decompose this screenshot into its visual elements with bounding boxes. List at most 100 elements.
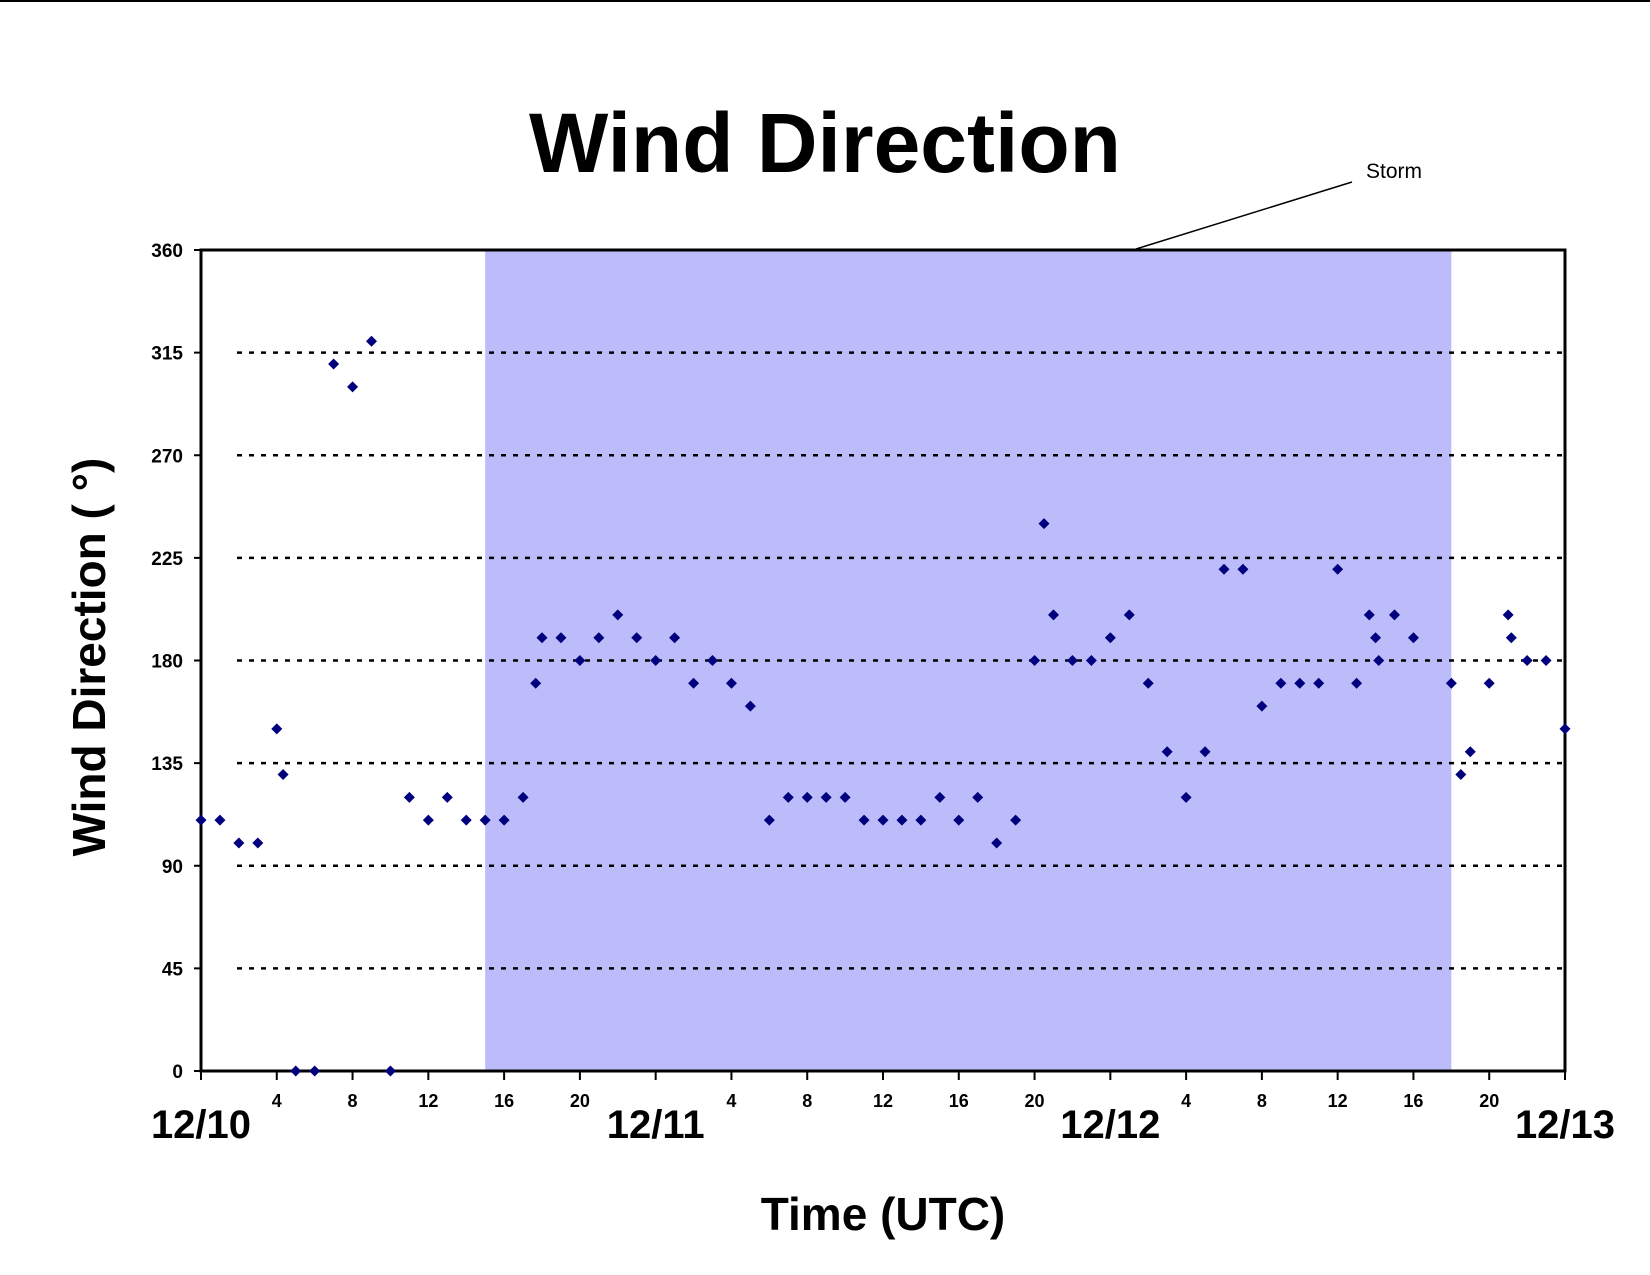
data-point — [233, 837, 245, 849]
x-tick-label: 4 — [1181, 1091, 1191, 1111]
data-point — [1180, 791, 1192, 803]
data-point — [1540, 655, 1552, 666]
chart-title: Wind Direction — [529, 96, 1121, 190]
data-point — [1237, 563, 1249, 575]
data-point — [612, 609, 624, 621]
data-point — [252, 837, 264, 849]
data-point — [1445, 677, 1457, 689]
date-label: 12/11 — [607, 1103, 705, 1147]
top-rule — [0, 0, 1650, 2]
y-tick-label: 180 — [151, 652, 183, 673]
data-point — [1218, 563, 1230, 575]
data-point — [1313, 677, 1325, 689]
x-tick-label: 12 — [873, 1091, 893, 1111]
plot-area: 0 45 90 135 180 225 270 315 360 4 8 12 16 20 4 8 12 16 20 4… — [151, 241, 1615, 1147]
data-point — [290, 1065, 302, 1077]
data-point — [1455, 769, 1467, 781]
data-point — [1351, 677, 1363, 689]
data-point — [991, 837, 1003, 849]
x-tick-label: 4 — [272, 1091, 282, 1111]
data-point — [1505, 632, 1517, 644]
data-point — [441, 791, 453, 803]
data-point — [536, 632, 548, 644]
data-point — [530, 677, 542, 689]
data-point — [593, 632, 605, 644]
data-point — [309, 1065, 321, 1077]
data-point — [555, 632, 567, 644]
x-tick-label: 12 — [418, 1091, 438, 1111]
data-point — [479, 814, 491, 826]
data-point — [498, 814, 510, 826]
y-tick-label: 360 — [151, 241, 183, 262]
data-point — [277, 769, 289, 781]
data-point — [1256, 700, 1268, 712]
data-point — [707, 655, 718, 666]
x-tick-label: 4 — [726, 1091, 736, 1111]
data-point — [1389, 609, 1400, 621]
data-point — [1123, 609, 1135, 621]
data-point — [1294, 677, 1306, 689]
data-point — [328, 358, 340, 370]
data-point — [1407, 632, 1419, 644]
date-label: 12/13 — [1515, 1103, 1615, 1147]
y-tick-label: 315 — [151, 344, 183, 365]
data-point — [1038, 518, 1050, 530]
data-point — [1085, 655, 1097, 666]
data-point — [725, 677, 737, 689]
data-point — [877, 814, 889, 826]
data-point — [744, 700, 756, 712]
data-point — [517, 791, 529, 803]
data-point — [631, 632, 643, 644]
data-point — [650, 655, 662, 666]
y-tick-label: 225 — [151, 549, 183, 570]
data-point — [1029, 655, 1041, 666]
data-point — [915, 814, 927, 826]
x-axis-label: Time (UTC) — [761, 1188, 1006, 1240]
data-point — [1363, 609, 1375, 621]
data-point — [1161, 746, 1173, 758]
data-point — [1010, 814, 1022, 826]
x-tick-label: 16 — [949, 1091, 969, 1111]
data-point — [896, 814, 908, 826]
y-tick-label: 0 — [172, 1062, 183, 1083]
data-point — [1104, 632, 1116, 644]
data-point — [1464, 746, 1476, 758]
data-point — [574, 655, 586, 666]
x-tick-label: 8 — [348, 1091, 358, 1111]
x-tick-label: 20 — [1479, 1091, 1499, 1111]
date-label: 12/10 — [151, 1103, 251, 1147]
data-point — [839, 791, 851, 803]
x-tick-label: 8 — [802, 1091, 812, 1111]
y-tick-label: 270 — [151, 446, 183, 467]
data-point — [384, 1065, 396, 1077]
data-point — [1483, 677, 1495, 689]
data-point — [422, 814, 434, 826]
data-point — [820, 791, 832, 803]
x-tick-label: 20 — [1025, 1091, 1045, 1111]
data-point — [1142, 677, 1154, 689]
y-tick-label: 90 — [162, 857, 183, 878]
data-point — [934, 791, 946, 803]
data-point — [214, 814, 226, 826]
y-axis-label: Wind Direction ( °) — [63, 458, 115, 857]
data-point — [1370, 632, 1382, 644]
data-point — [195, 814, 207, 826]
data-point — [347, 381, 359, 393]
data-point — [1275, 677, 1287, 689]
data-point — [801, 791, 813, 803]
data-point — [972, 791, 984, 803]
data-point — [1332, 563, 1344, 575]
data-point — [858, 814, 870, 826]
data-point — [1048, 609, 1059, 621]
data-point — [1521, 655, 1533, 666]
data-point — [1502, 609, 1514, 621]
x-tick-label: 16 — [1403, 1091, 1423, 1111]
date-label: 12/12 — [1060, 1103, 1160, 1147]
data-point — [403, 791, 415, 803]
x-tick-label: 20 — [570, 1091, 590, 1111]
x-tick-label: 8 — [1257, 1091, 1267, 1111]
data-point — [688, 677, 700, 689]
y-tick-label: 45 — [162, 959, 184, 980]
data-point — [1066, 655, 1078, 666]
x-tick-label: 16 — [494, 1091, 514, 1111]
